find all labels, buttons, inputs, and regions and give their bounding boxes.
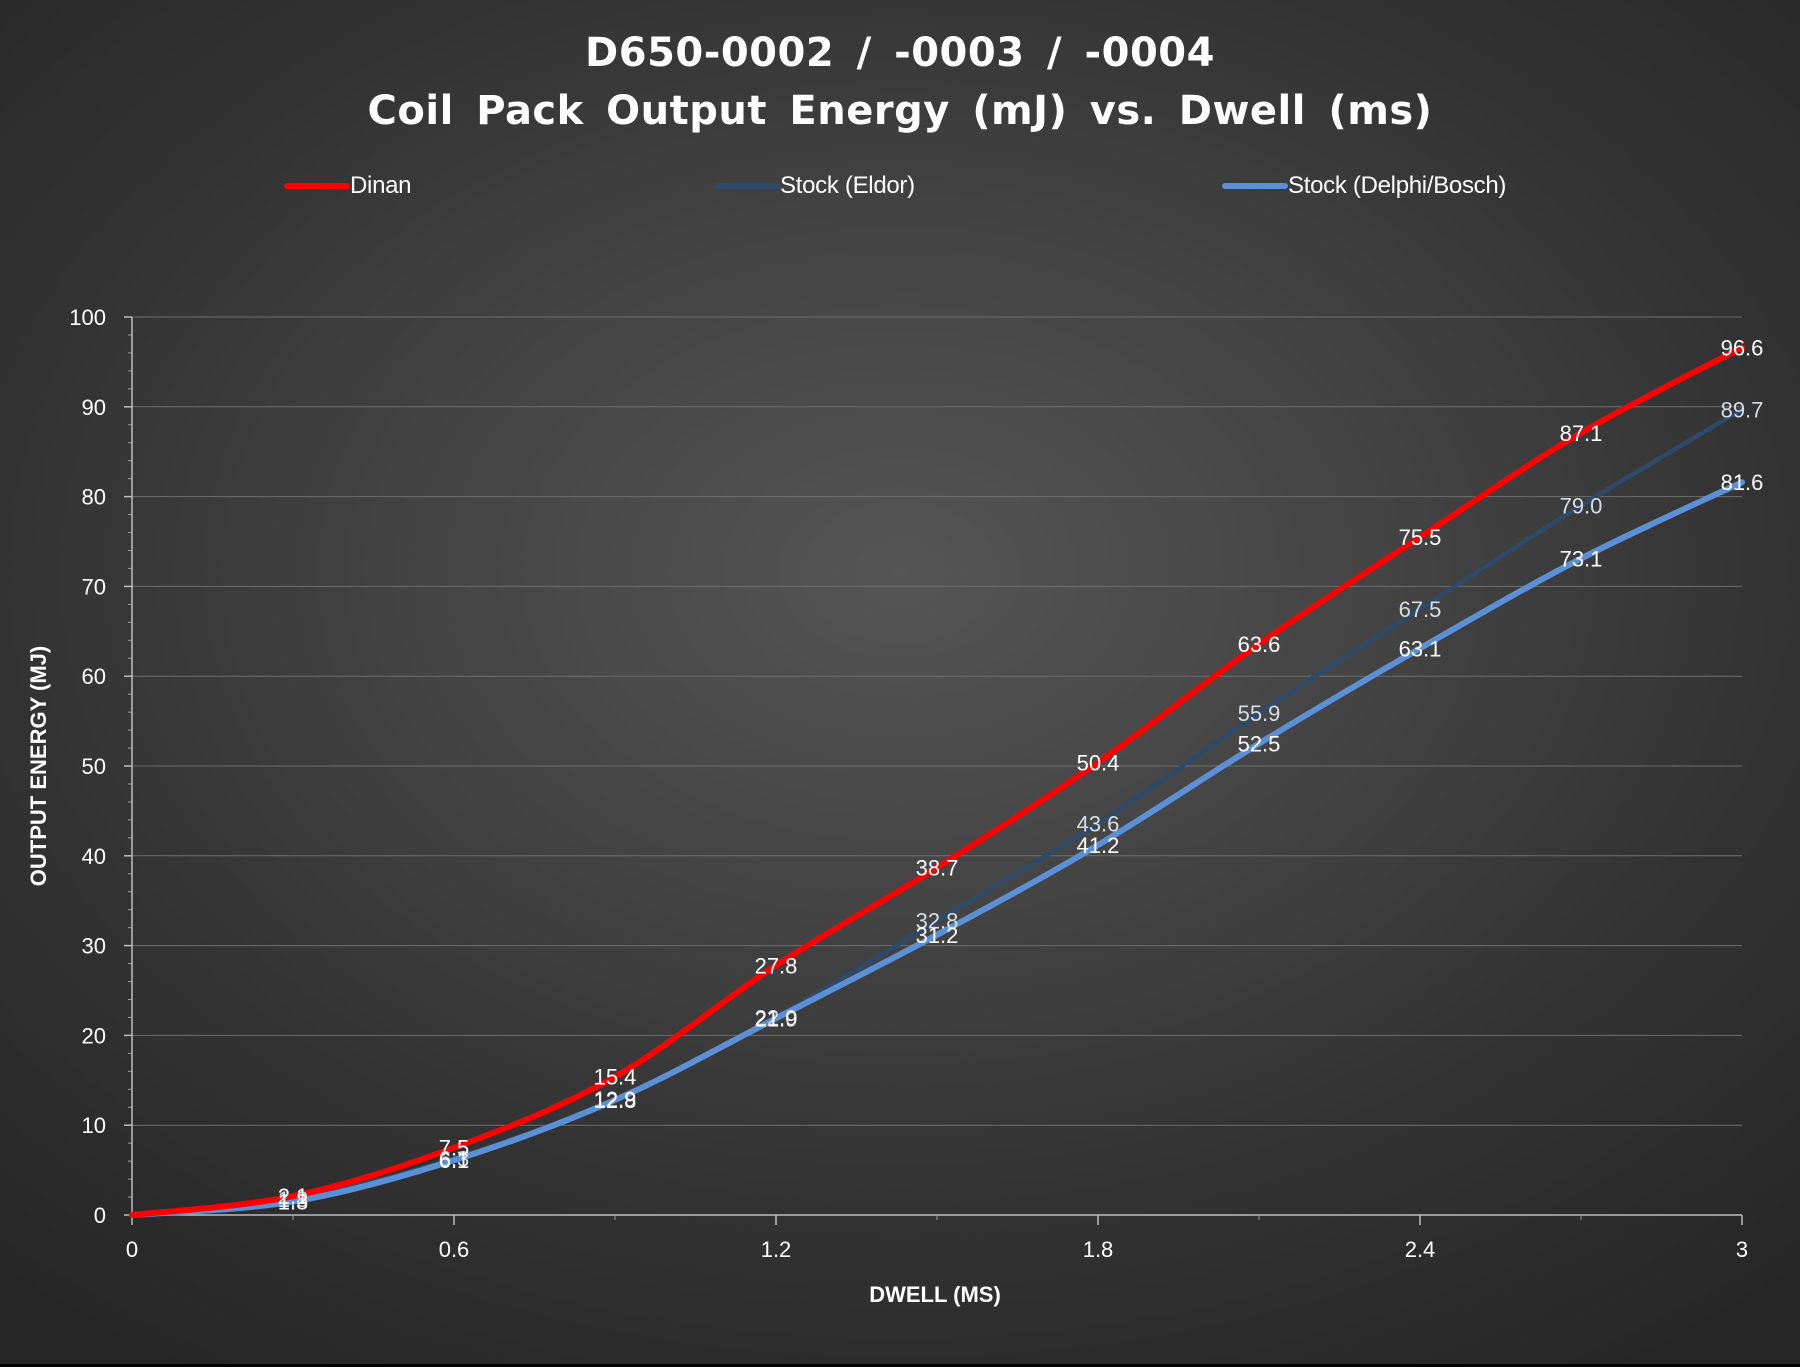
grid-lines xyxy=(132,316,1742,1126)
data-label-stock-eldor: 32.8 xyxy=(916,908,959,933)
data-label-stock-eldor: 6.3 xyxy=(439,1146,470,1171)
y-tick-label: 10 xyxy=(82,1113,106,1138)
data-label-stock-eldor: 67.5 xyxy=(1399,597,1442,622)
data-label-stock-eldor: 12.9 xyxy=(594,1087,637,1112)
data-label-stock-delphi-bosch: 81.6 xyxy=(1721,470,1764,495)
data-label-stock-eldor: 55.9 xyxy=(1238,701,1281,726)
y-tick-label: 40 xyxy=(82,844,106,869)
y-tick-label: 20 xyxy=(82,1023,106,1048)
data-label-dinan: 38.7 xyxy=(916,855,959,880)
x-tick-label: 1.2 xyxy=(761,1237,792,1262)
y-tick-label: 60 xyxy=(82,664,106,689)
data-label-stock-eldor: 22.0 xyxy=(755,1005,798,1030)
x-axis-title: DWELL (MS) xyxy=(869,1282,1001,1307)
legend-label-dinan: Dinan xyxy=(350,172,412,199)
legend-swatch-stock-eldor xyxy=(714,183,780,189)
x-tick-label: 2.4 xyxy=(1405,1237,1436,1262)
y-tick-label: 30 xyxy=(82,934,106,959)
x-tick-label: 3 xyxy=(1736,1237,1748,1262)
data-label-dinan: 7.5 xyxy=(439,1136,470,1161)
y-tick-label: 100 xyxy=(69,305,106,330)
data-label-stock-eldor: 89.7 xyxy=(1721,397,1764,422)
chart-title-line-1: D650-0002 / -0003 / -0004 xyxy=(585,30,1215,76)
data-label-stock-delphi-bosch: 6.1 xyxy=(439,1148,470,1173)
data-label-stock-delphi-bosch: 31.2 xyxy=(916,923,959,948)
data-label-stock-delphi-bosch: 52.5 xyxy=(1238,732,1281,757)
legend-item-stock-eldor: Stock (Eldor) xyxy=(714,172,915,200)
data-label-dinan: 50.4 xyxy=(1077,750,1120,775)
y-tick-label: 70 xyxy=(82,574,106,599)
legend-label-stock-delphi-bosch: Stock (Delphi/Bosch) xyxy=(1288,172,1507,199)
x-tick-label: 1.8 xyxy=(1083,1237,1114,1262)
legend-item-stock-delphi-bosch: Stock (Delphi/Bosch) xyxy=(1222,172,1506,200)
axes: 0 10 20 30 40 50 60 70 80 90 100 0 0.6 1.2 1.8 2.4 3 xyxy=(69,305,1748,1262)
data-label-dinan: 15.4 xyxy=(594,1065,637,1090)
data-label-stock-eldor: 1.8 xyxy=(278,1187,309,1212)
legend-item-dinan: Dinan xyxy=(284,172,412,200)
series-line-stock-eldor xyxy=(129,407,1745,1218)
y-tick-label: 80 xyxy=(82,485,106,510)
y-tick-label: 90 xyxy=(82,395,106,420)
y-tick-label: 50 xyxy=(82,754,106,779)
data-label-dinan: 63.6 xyxy=(1238,632,1281,657)
y-tick-label: 0 xyxy=(94,1203,106,1228)
legend-swatch-stock-delphi-bosch xyxy=(1222,183,1288,189)
data-label-stock-delphi-bosch: 21.9 xyxy=(755,1006,798,1031)
data-label-dinan: 75.5 xyxy=(1399,525,1442,550)
legend-label-stock-eldor: Stock (Eldor) xyxy=(780,172,915,199)
chart-title-line-2: Coil Pack Output Energy (mJ) vs. Dwell (… xyxy=(367,88,1433,134)
series-lines xyxy=(129,344,1745,1218)
series-line-dinan xyxy=(129,344,1745,1218)
x-tick-label: 0.6 xyxy=(439,1237,470,1262)
data-label-dinan: 96.6 xyxy=(1721,336,1764,361)
legend-swatch-dinan xyxy=(284,183,350,189)
data-label-dinan: 27.8 xyxy=(755,953,798,978)
data-labels: 2.1 7.5 15.4 27.8 38.7 50.4 63.6 75.5 87.1 96.6 1.… xyxy=(278,336,1764,1215)
x-tick-label: 0 xyxy=(126,1237,138,1262)
data-label-stock-delphi-bosch: 1.3 xyxy=(278,1190,309,1215)
data-label-dinan: 87.1 xyxy=(1560,421,1603,446)
series-line-stock-delphi-bosch xyxy=(129,479,1745,1218)
data-label-stock-delphi-bosch: 12.8 xyxy=(594,1088,637,1113)
data-label-stock-delphi-bosch: 73.1 xyxy=(1560,547,1603,572)
data-label-stock-eldor: 79.0 xyxy=(1560,494,1603,519)
data-label-stock-delphi-bosch: 63.1 xyxy=(1399,636,1442,661)
chart-legend: Dinan Stock (Eldor) Stock (Delphi/Bosch) xyxy=(0,172,1800,212)
y-axis-title: OUTPUT ENERGY (MJ) xyxy=(26,646,51,886)
data-label-stock-eldor: 43.6 xyxy=(1077,811,1120,836)
data-label-dinan: 2.1 xyxy=(278,1184,309,1209)
data-label-stock-delphi-bosch: 41.2 xyxy=(1077,833,1120,858)
